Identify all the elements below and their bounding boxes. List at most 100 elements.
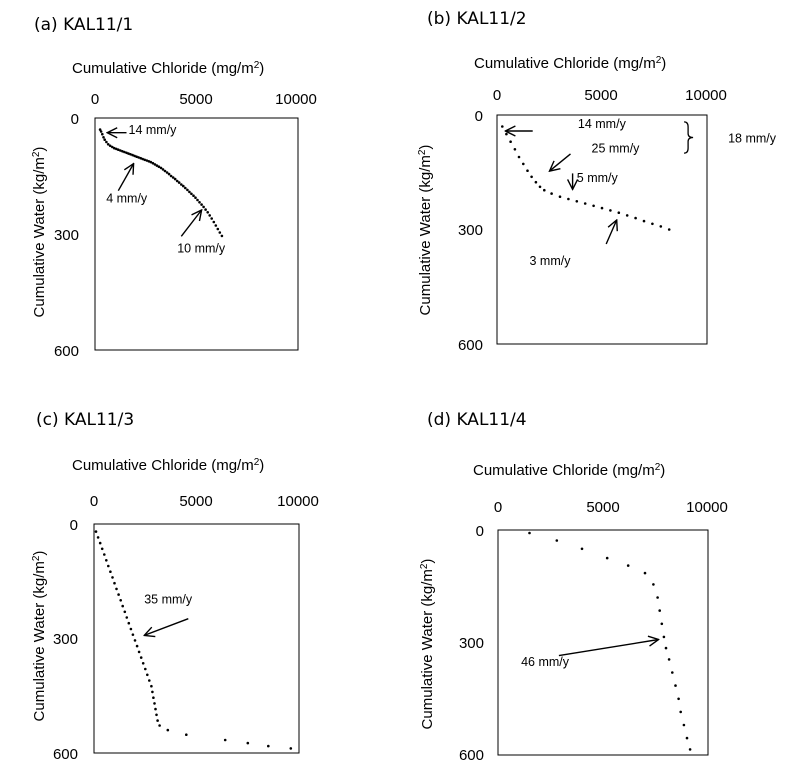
data-point [111,145,114,149]
data-point [163,169,167,173]
annotation-label: 14 mm/y [578,117,627,131]
data-point [575,200,579,203]
data-point [543,188,546,192]
data-point [125,616,129,619]
data-point [185,733,188,736]
annotation-arrow [180,210,201,237]
panel-d: (d) KAL11/4 Cumulative Chloride (mg/m2) … [419,410,728,762]
data-point [190,192,193,196]
data-point [198,201,201,204]
data-point [643,571,647,575]
data-point [592,204,595,208]
x-tick-label: 10000 [275,91,317,108]
data-point [135,155,138,158]
data-point [105,559,108,562]
y-axis-title: Cumulative Water (kg/m2) [31,551,49,722]
data-point [96,536,100,539]
data-point [129,627,133,631]
data-point [147,160,151,163]
data-point [517,155,521,159]
panel-title: (a) KAL11/1 [34,15,133,35]
data-point [659,225,663,228]
data-point [567,197,570,201]
annotations: 14 mm/y 4 mm/y 10 mm/y [106,123,226,256]
data-point [103,138,106,141]
data-point [513,148,517,151]
data-point [101,132,104,136]
data-point [583,202,587,205]
data-point [154,707,157,711]
data-point [634,216,637,220]
data-point [165,171,169,174]
data-point [158,724,161,727]
plot-frame [94,117,299,351]
y-axis-title: Cumulative Water (kg/m2) [419,559,437,730]
data-point [651,222,654,226]
panel-title: (d) KAL11/4 [427,410,527,430]
data-point [131,153,134,157]
data-point [218,231,222,234]
data-point [151,690,154,694]
data-point [99,130,103,133]
y-tick-label: 600 [53,746,78,762]
x-axis-title: Cumulative Chloride (mg/m2) [72,60,264,78]
data-point [685,736,689,740]
panel-c: (c) KAL11/3 Cumulative Chloride (mg/m2) … [31,410,319,762]
data-point [177,181,181,184]
data-point [679,710,682,714]
data-point [246,741,250,745]
y-tick-label: 300 [53,631,78,648]
y-tick-label: 300 [459,635,484,652]
data-point [127,621,131,625]
data-point [108,144,112,148]
data-point [152,696,155,699]
data-point [146,673,149,677]
data-point [135,644,139,648]
x-tick-label: 5000 [179,91,212,108]
panel-title: (b) KAL11/2 [427,9,527,29]
data-points [94,530,293,750]
annotation-label: 14 mm/y [129,123,178,137]
y-tick-label: 600 [54,343,79,360]
y-tick-label: 0 [475,108,483,125]
data-point [267,744,270,748]
data-point [151,161,155,165]
data-point [133,154,136,158]
data-point [580,547,584,551]
data-point [194,196,197,199]
data-point [155,713,158,717]
y-tick-label: 600 [458,337,483,354]
data-point [196,198,199,202]
data-point [98,541,102,545]
x-tick-label: 10000 [277,493,319,510]
data-point [148,679,151,682]
data-point [155,164,159,167]
data-point [188,190,191,194]
data-point [141,662,145,665]
annotations: 35 mm/y [144,592,193,635]
data-point [129,153,132,156]
data-point [509,140,512,143]
data-point [617,211,621,214]
annotations: 14 mm/y 25 mm/y 5 mm/y 3 mm/y 18 mm/y [505,117,777,268]
data-point [102,136,105,139]
x-tick-label: 5000 [586,499,619,516]
data-point [111,576,114,579]
x-tick-label: 0 [494,499,502,516]
data-point [173,177,177,181]
x-axis-title: Cumulative Chloride (mg/m2) [474,55,666,73]
data-point [137,156,140,159]
plot-frame [496,114,708,345]
data-point [133,639,137,642]
data-point [119,149,122,152]
data-point [139,656,143,659]
panel-a: (a) KAL11/1 Cumulative Chloride (mg/m2) … [31,15,317,360]
data-point [212,220,216,224]
annotation-label: 18 mm/y [728,132,777,146]
data-point [145,159,149,162]
data-point [674,684,677,687]
x-tick-label: 5000 [179,493,212,510]
data-point [656,596,659,599]
y-tick-label: 0 [476,523,484,540]
data-point [667,228,671,231]
